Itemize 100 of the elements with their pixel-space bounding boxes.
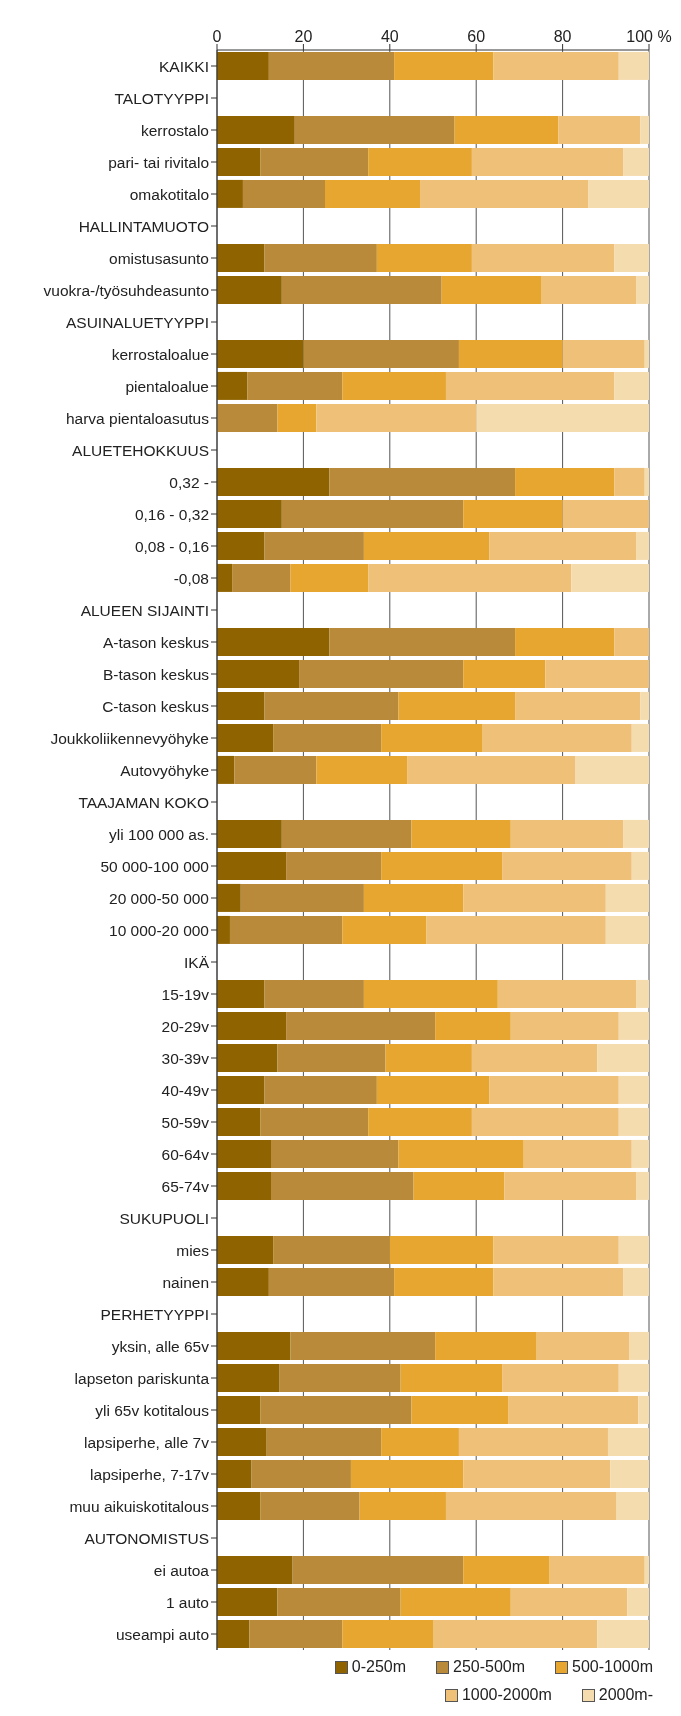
bar [217, 179, 243, 208]
bar [381, 851, 503, 880]
bar [614, 371, 649, 400]
y-tick-label: 30-39v [161, 1049, 210, 1067]
y-tick-label: 60-64v [161, 1145, 210, 1163]
y-tick-label: KAIKKI [159, 57, 209, 75]
bar [266, 1427, 382, 1456]
bar [217, 403, 278, 432]
bar [260, 1491, 360, 1520]
bar [316, 755, 408, 784]
bar [644, 467, 649, 496]
bar [435, 1011, 511, 1040]
y-tick-label: muu aikuiskotitalous [69, 1497, 210, 1515]
bar [376, 243, 472, 272]
bar [217, 1075, 265, 1104]
y-tick-label: C-tason keskus [102, 697, 210, 715]
bar [493, 1235, 619, 1264]
bar [273, 1235, 390, 1264]
bar [394, 51, 494, 80]
bar [411, 1395, 509, 1424]
bar [217, 1587, 278, 1616]
bar [268, 51, 395, 80]
bar [264, 691, 399, 720]
bar [614, 467, 645, 496]
bar [299, 659, 464, 688]
bar [508, 1395, 639, 1424]
bar [260, 147, 369, 176]
bar [217, 147, 261, 176]
y-tick-label: TAAJAMAN KOKO [78, 793, 209, 811]
bar [413, 1171, 505, 1200]
bar [515, 467, 615, 496]
x-tick-label: 40 [380, 28, 399, 45]
y-tick-label: ALUEEN SIJAINTI [80, 601, 209, 619]
bar [640, 115, 649, 144]
y-tick-label: pientaloalue [125, 377, 209, 395]
y-tick-label: yli 100 000 as. [109, 825, 209, 843]
bar [264, 1075, 377, 1104]
bar [217, 819, 282, 848]
y-tick-label: HALLINTAMUOTO [78, 217, 209, 235]
bar [217, 979, 265, 1008]
bar [562, 499, 649, 528]
bar [523, 1139, 632, 1168]
y-tick-label: 65-74v [161, 1177, 210, 1195]
bar [217, 1555, 293, 1584]
bar [264, 531, 364, 560]
bar [217, 1619, 250, 1648]
bar [217, 1459, 252, 1488]
bar [597, 1619, 649, 1648]
bar [368, 563, 572, 592]
bar [640, 691, 649, 720]
legend-label: 2000m- [598, 1686, 653, 1704]
bar [363, 531, 490, 560]
bar [536, 1331, 630, 1360]
y-tick-label: A-tason keskus [103, 633, 210, 651]
bar [217, 371, 248, 400]
bar [359, 1491, 446, 1520]
bar [242, 179, 325, 208]
bar [605, 915, 649, 944]
y-tick-label: useampi auto [115, 1625, 209, 1643]
y-tick-label: SUKUPUOLI [119, 1209, 209, 1227]
bar [217, 563, 233, 592]
bar [623, 819, 649, 848]
bar [618, 1107, 649, 1136]
bar [571, 563, 649, 592]
bar [458, 1427, 608, 1456]
bar [217, 627, 330, 656]
bar [240, 883, 364, 912]
bar [363, 979, 498, 1008]
bar [463, 1555, 550, 1584]
bar [264, 243, 377, 272]
y-tick-label: Autovyöhyke [120, 761, 209, 779]
bar [325, 179, 421, 208]
bar [381, 723, 483, 752]
bar [303, 339, 459, 368]
y-tick-label: nainen [162, 1273, 209, 1291]
bar [217, 467, 330, 496]
y-tick-label: harva pientaloasutus [65, 409, 210, 427]
y-tick-label: Joukkoliikennevyöhyke [50, 729, 209, 747]
bar [217, 1331, 291, 1360]
y-tick-label: omakotitalo [129, 185, 209, 203]
bar [597, 1043, 649, 1072]
legend-label: 1000-2000m [461, 1686, 552, 1704]
bar [545, 659, 649, 688]
bar [217, 723, 274, 752]
bar [510, 819, 624, 848]
x-tick-label: 0 [212, 28, 222, 45]
legend-label: 0-250m [351, 1658, 406, 1676]
bar [350, 1459, 464, 1488]
bar [232, 563, 291, 592]
y-tick-label: AUTONOMISTUS [84, 1529, 209, 1547]
bar [217, 243, 265, 272]
bar [629, 1331, 649, 1360]
bar [217, 1011, 287, 1040]
y-tick-label: 1 auto [165, 1593, 209, 1611]
y-tick-label: ASUINALUETYYPPI [66, 313, 209, 331]
y-tick-label: yli 65v kotitalous [95, 1401, 210, 1419]
bar [631, 851, 649, 880]
bar [644, 1555, 649, 1584]
bar [217, 51, 269, 80]
bar [217, 755, 235, 784]
